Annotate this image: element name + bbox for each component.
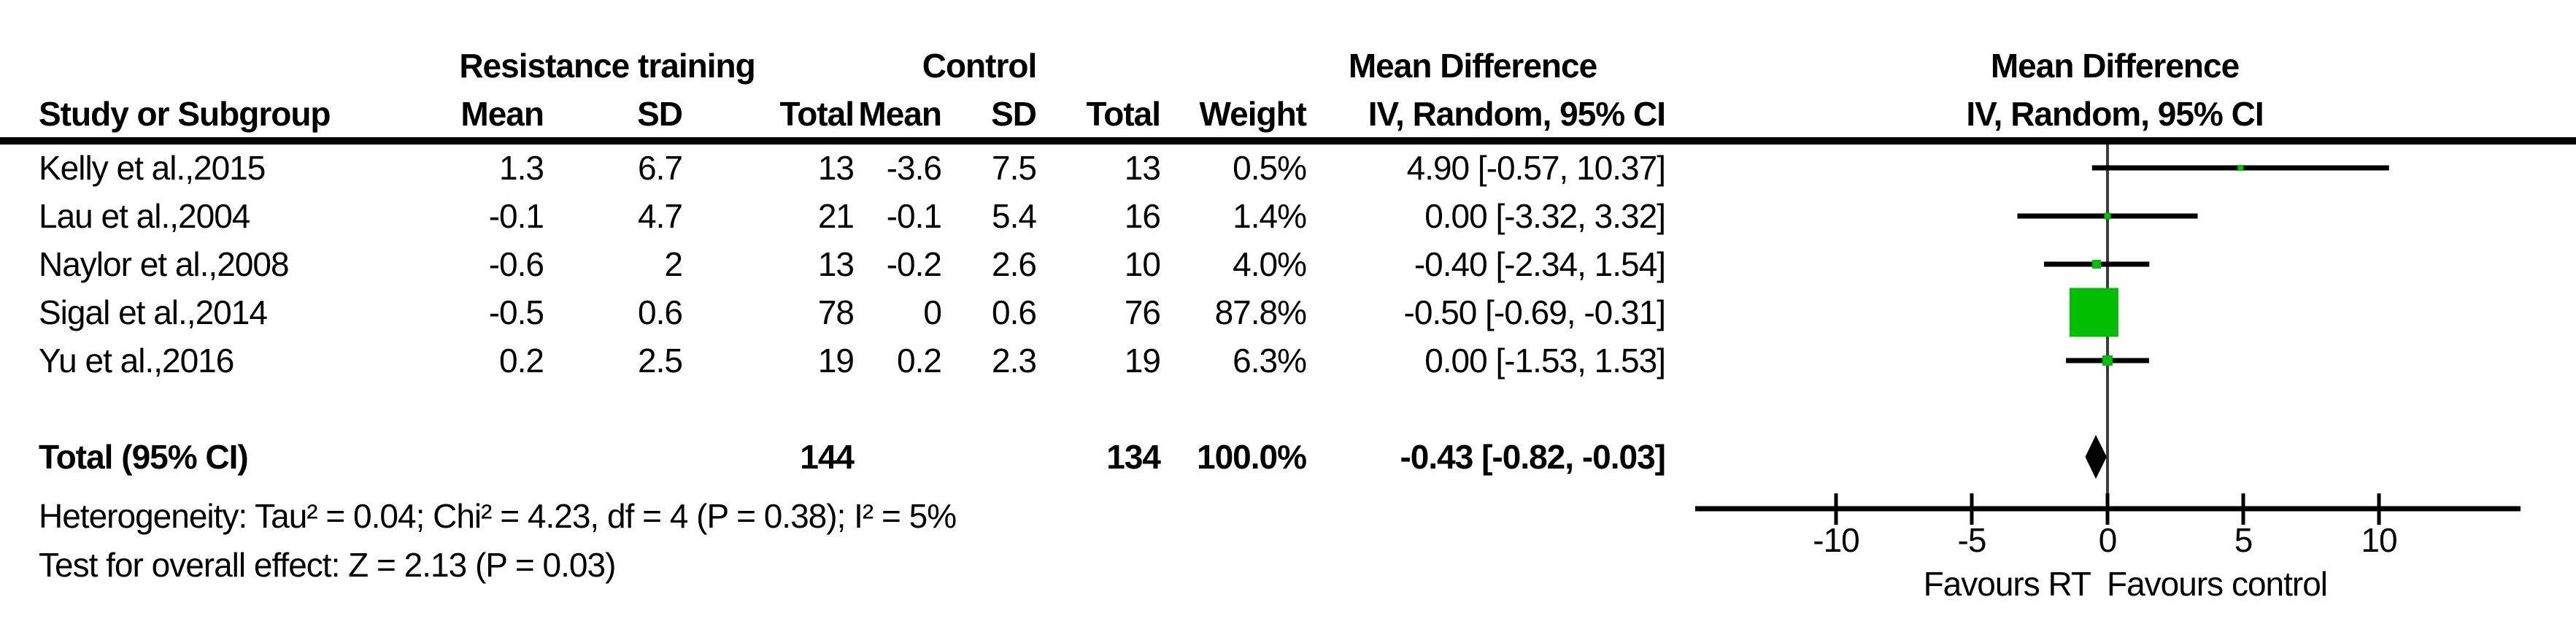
col-header-ctrl-mean: Mean bbox=[858, 95, 942, 133]
heterogeneity-stats: Heterogeneity: Tau² = 0.04; Chi² = 4.23,… bbox=[39, 497, 957, 535]
row-0-weight: 0.5% bbox=[1233, 149, 1307, 187]
row-4-c_total: 19 bbox=[1124, 342, 1161, 380]
row-1-study: Lau et al.,2004 bbox=[39, 197, 250, 235]
weight-square-4 bbox=[2102, 355, 2113, 366]
row-0-c_total: 13 bbox=[1124, 149, 1161, 187]
plot-header-mean-difference: Mean Difference bbox=[1990, 47, 2240, 85]
tick-label--10: -10 bbox=[1813, 521, 1859, 559]
row-2-c_sd: 2.6 bbox=[992, 245, 1037, 283]
row-1-c_total: 16 bbox=[1124, 197, 1161, 235]
weight-square-0 bbox=[2237, 165, 2244, 171]
row-0-study: Kelly et al.,2015 bbox=[39, 149, 266, 187]
row-3-rt_mean: -0.5 bbox=[488, 293, 544, 331]
total-row-label: Total (95% CI) bbox=[39, 438, 249, 476]
row-0-rt_sd: 6.7 bbox=[638, 149, 683, 187]
row-3-ci: -0.50 [-0.69, -0.31] bbox=[1403, 293, 1666, 331]
row-3-c_total: 76 bbox=[1124, 293, 1161, 331]
row-2-ci: -0.40 [-2.34, 1.54] bbox=[1414, 245, 1666, 283]
row-1-c_sd: 5.4 bbox=[992, 197, 1037, 235]
row-4-c_sd: 2.3 bbox=[992, 342, 1037, 380]
row-3-study: Sigal et al.,2014 bbox=[39, 293, 268, 331]
total-ctrl-total: 134 bbox=[1106, 438, 1161, 476]
row-1-weight: 1.4% bbox=[1233, 197, 1307, 235]
row-3-c_mean: 0 bbox=[923, 293, 942, 331]
row-3-rt_sd: 0.6 bbox=[638, 293, 683, 331]
col-header-rt-sd: SD bbox=[637, 95, 683, 133]
row-2-rt_sd: 2 bbox=[664, 245, 683, 283]
row-1-ci: 0.00 [-3.32, 3.32] bbox=[1424, 197, 1666, 235]
group-header-mean-difference: Mean Difference bbox=[1348, 47, 1597, 85]
row-2-rt_total: 13 bbox=[817, 245, 855, 283]
row-0-rt_total: 13 bbox=[817, 149, 855, 187]
col-header-rt-total: Total bbox=[779, 95, 855, 133]
row-4-rt_sd: 2.5 bbox=[638, 342, 683, 380]
weight-square-3 bbox=[2069, 288, 2118, 337]
favours-right-label: Favours control bbox=[2107, 565, 2328, 603]
weight-square-1 bbox=[2104, 212, 2111, 220]
row-3-c_sd: 0.6 bbox=[992, 293, 1037, 331]
row-2-c_mean: -0.2 bbox=[886, 245, 942, 283]
col-header-study: Study or Subgroup bbox=[39, 95, 331, 133]
col-header-ctrl-sd: SD bbox=[991, 95, 1037, 133]
row-0-rt_mean: 1.3 bbox=[499, 149, 544, 187]
tick-label-0: 0 bbox=[2098, 521, 2118, 559]
row-4-rt_mean: 0.2 bbox=[499, 342, 544, 380]
col-header-ctrl-total: Total bbox=[1086, 95, 1161, 133]
row-4-ci: 0.00 [-1.53, 1.53] bbox=[1424, 342, 1666, 380]
row-0-ci: 4.90 [-0.57, 10.37] bbox=[1406, 149, 1666, 187]
row-1-c_mean: -0.1 bbox=[886, 197, 942, 235]
group-header-control: Control bbox=[922, 47, 1038, 85]
row-2-weight: 4.0% bbox=[1233, 245, 1307, 283]
row-2-c_total: 10 bbox=[1124, 245, 1161, 283]
overall-effect-stats: Test for overall effect: Z = 2.13 (P = 0… bbox=[39, 546, 616, 584]
row-4-study: Yu et al.,2016 bbox=[39, 342, 234, 380]
row-2-study: Naylor et al.,2008 bbox=[39, 245, 290, 283]
row-3-weight: 87.8% bbox=[1214, 293, 1307, 331]
row-1-rt_total: 21 bbox=[817, 197, 855, 235]
row-0-c_mean: -3.6 bbox=[886, 149, 942, 187]
summary-diamond bbox=[2085, 435, 2107, 479]
total-ci: -0.43 [-0.82, -0.03] bbox=[1400, 438, 1666, 476]
row-0-c_sd: 7.5 bbox=[992, 149, 1037, 187]
header-rule bbox=[0, 137, 2576, 145]
weight-square-2 bbox=[2092, 260, 2102, 269]
total-weight: 100.0% bbox=[1196, 438, 1307, 476]
group-header-resistance-training: Resistance training bbox=[459, 47, 755, 85]
tick-label-10: 10 bbox=[2361, 521, 2397, 559]
total-rt-total: 144 bbox=[800, 438, 855, 476]
row-1-rt_mean: -0.1 bbox=[488, 197, 544, 235]
tick-label-5: 5 bbox=[2234, 521, 2253, 559]
row-3-rt_total: 78 bbox=[817, 293, 855, 331]
row-4-c_mean: 0.2 bbox=[897, 342, 942, 380]
col-header-weight: Weight bbox=[1199, 95, 1307, 133]
row-4-rt_total: 19 bbox=[817, 342, 855, 380]
row-2-rt_mean: -0.6 bbox=[488, 245, 544, 283]
col-header-rt-mean: Mean bbox=[460, 95, 544, 133]
col-header-ci: IV, Random, 95% CI bbox=[1368, 95, 1666, 133]
tick-label--5: -5 bbox=[1957, 521, 1987, 559]
row-1-rt_sd: 4.7 bbox=[638, 197, 683, 235]
row-4-weight: 6.3% bbox=[1233, 342, 1307, 380]
plot-header-ci: IV, Random, 95% CI bbox=[1966, 95, 2264, 133]
favours-left-label: Favours RT bbox=[1923, 565, 2091, 603]
